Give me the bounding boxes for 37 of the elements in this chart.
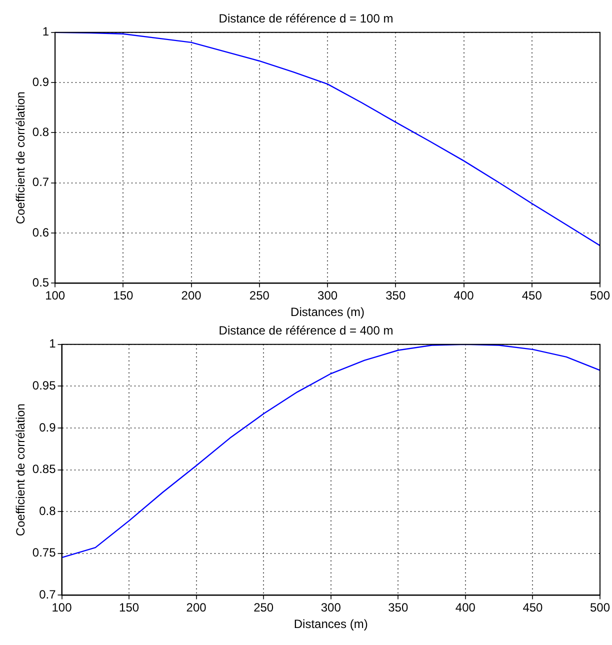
x-tick-label: 350 [388,600,408,615]
x-axis-title: Distances (m) [294,617,368,632]
x-tick-label: 100 [52,600,72,615]
x-tick-label: 300 [318,288,338,303]
x-tick-label: 250 [249,288,270,303]
x-tick-label: 450 [522,600,544,615]
y-tick-label: 0.7 [32,175,50,190]
x-tick-label: 500 [590,288,610,303]
y-tick-label: 0.75 [32,546,56,560]
y-tick-label: 0.9 [32,74,50,89]
x-tick-label: 250 [254,600,274,615]
x-tick-label: 400 [455,600,476,615]
y-tick-label: 0.9 [39,420,56,434]
y-tick-label: 0.95 [32,378,56,393]
y-tick-label: 0.7 [39,588,56,602]
x-tick-label: 300 [320,600,342,615]
y-axis-title: Coefficient de corrélation [14,92,28,224]
x-axis-title: Distances (m) [290,305,365,320]
x-tick-label: 150 [119,600,140,615]
y-tick-label: 1 [42,24,50,39]
y-tick-label: 0.8 [32,125,50,140]
y-axis-title: Coefficient de corrélation [14,404,28,536]
y-tick-label: 0.5 [32,276,50,290]
x-tick-label: 450 [522,288,542,303]
x-tick-label: 200 [181,288,202,303]
y-tick-label: 0.6 [32,225,50,240]
x-tick-label: 100 [45,288,66,303]
x-tick-label: 350 [386,288,406,303]
x-tick-label: 400 [454,288,474,303]
x-tick-label: 500 [590,600,610,615]
y-tick-label: 0.8 [39,504,56,518]
chart-title: Distance de référence d = 100 m [218,12,394,26]
x-tick-label: 150 [113,288,134,303]
chart-title: Distance de référence d = 400 m [218,324,394,338]
y-tick-label: 1 [49,336,56,351]
y-tick-label: 0.85 [32,462,56,476]
x-tick-label: 200 [186,600,207,615]
